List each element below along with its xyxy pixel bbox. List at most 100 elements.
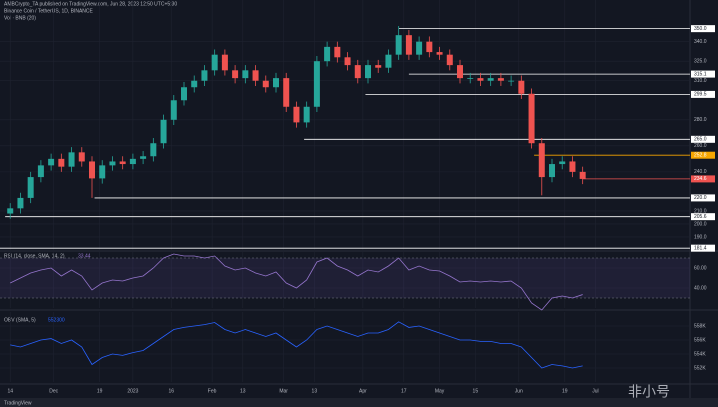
- candle-body: [27, 177, 34, 198]
- candle-body: [211, 54, 218, 71]
- level-label-box: [691, 244, 715, 252]
- chart-title: Binance Coin / TetherUS, 1D, BINANCE: [4, 8, 94, 14]
- y-tick-label: 210.0: [694, 208, 707, 214]
- level-label: 299.5: [694, 92, 707, 98]
- candle-body: [324, 46, 331, 62]
- candle-body: [242, 70, 249, 79]
- candle-body: [160, 119, 167, 144]
- candle-body: [293, 106, 300, 123]
- candle-body: [78, 152, 85, 162]
- level-label-box: [691, 194, 715, 202]
- y-tick-label: 552K: [694, 365, 706, 371]
- x-tick-label: Feb: [208, 388, 217, 394]
- candle-body: [385, 54, 392, 68]
- candle-body: [375, 65, 382, 68]
- candle-body: [119, 161, 126, 165]
- x-tick-label: 14: [7, 388, 13, 394]
- candle-body: [303, 106, 310, 123]
- candle-body: [416, 41, 423, 55]
- candle-body: [109, 161, 116, 166]
- x-tick-label: 19: [97, 388, 103, 394]
- x-tick-label: 19: [562, 388, 568, 394]
- candle-body: [457, 65, 463, 79]
- x-tick-label: Mar: [279, 388, 288, 394]
- candle-body: [569, 161, 576, 172]
- x-tick-label: Dec: [49, 388, 58, 394]
- candle-body: [221, 54, 228, 71]
- candle-body: [129, 158, 136, 165]
- candle-body: [89, 161, 95, 179]
- header: AMBCrypto_TA published on TradingView.co…: [4, 1, 177, 7]
- candle-body: [140, 156, 147, 159]
- level-label-box: [691, 25, 715, 33]
- candle-body: [518, 80, 525, 94]
- candle-body: [467, 78, 474, 79]
- candle-body: [68, 152, 75, 167]
- candle-body: [365, 65, 371, 79]
- x-tick-label: Jul: [592, 388, 598, 394]
- level-label: 265.0: [694, 137, 707, 143]
- y-tick-label: 556K: [694, 337, 706, 343]
- candle-body: [48, 158, 55, 166]
- candle-body: [334, 46, 341, 58]
- x-tick-label: 15: [473, 388, 479, 394]
- level-label: 315.1: [694, 71, 707, 77]
- footer: TradingView: [4, 400, 32, 406]
- level-label-box: [691, 70, 715, 78]
- level-label-box: [691, 175, 715, 183]
- level-label: 181.4: [694, 246, 707, 252]
- candle-body: [559, 161, 566, 165]
- candle-body: [579, 171, 586, 179]
- indicator-line: [10, 321, 583, 369]
- level-label-box: [691, 213, 715, 221]
- x-tick-label: 17: [401, 388, 407, 394]
- x-tick-label: Jun: [515, 388, 523, 394]
- candle-body: [354, 65, 361, 79]
- candle-body: [7, 208, 14, 214]
- candle-body: [497, 78, 504, 81]
- y-tick-label: 200.0: [694, 221, 707, 227]
- y-tick-label: 554K: [694, 351, 706, 357]
- rsi-title: RSI (14, close, SMA, 14, 2): [4, 253, 65, 259]
- candle-body: [17, 197, 24, 209]
- candle-body: [487, 78, 494, 81]
- candle-body: [395, 35, 402, 55]
- candle-body: [477, 78, 484, 81]
- candle-body: [446, 54, 453, 66]
- candle-body: [436, 52, 443, 55]
- candle-body: [232, 70, 239, 79]
- candle-body: [508, 80, 515, 82]
- level-label: 350.0: [694, 26, 707, 32]
- candle-body: [150, 143, 157, 157]
- indicator-line: [10, 253, 583, 311]
- x-tick-label: May: [435, 388, 445, 394]
- candle-body: [58, 158, 65, 167]
- y-tick-label: 40.00: [694, 285, 707, 291]
- candle-body: [538, 143, 545, 178]
- candle-body: [344, 57, 351, 66]
- y-tick-label: 280.0: [694, 117, 707, 123]
- candle-body: [99, 165, 106, 179]
- candle-body: [405, 35, 412, 55]
- footer-bar: [0, 398, 718, 407]
- indicator-value: 552300: [48, 317, 65, 323]
- x-tick-label: 13: [240, 388, 246, 394]
- y-tick-label: 310.0: [694, 78, 707, 84]
- y-tick-label: 190.0: [694, 234, 707, 240]
- candle-body: [170, 100, 177, 120]
- candle-body: [201, 70, 208, 81]
- candle-body: [549, 164, 555, 178]
- level-label: 205.6: [694, 214, 707, 220]
- indicator-value: 33.44: [78, 253, 91, 259]
- candle-body: [283, 78, 290, 107]
- candle-body: [191, 80, 198, 88]
- level-label-box: [691, 135, 715, 143]
- level-label: 234.6: [694, 176, 707, 182]
- candle-body: [252, 70, 259, 81]
- watermark: 非小号: [628, 384, 670, 400]
- y-tick-label: 60.00: [694, 265, 707, 271]
- y-tick-label: 340.0: [694, 39, 707, 45]
- candle-body: [37, 165, 44, 178]
- level-label-box: [691, 90, 715, 98]
